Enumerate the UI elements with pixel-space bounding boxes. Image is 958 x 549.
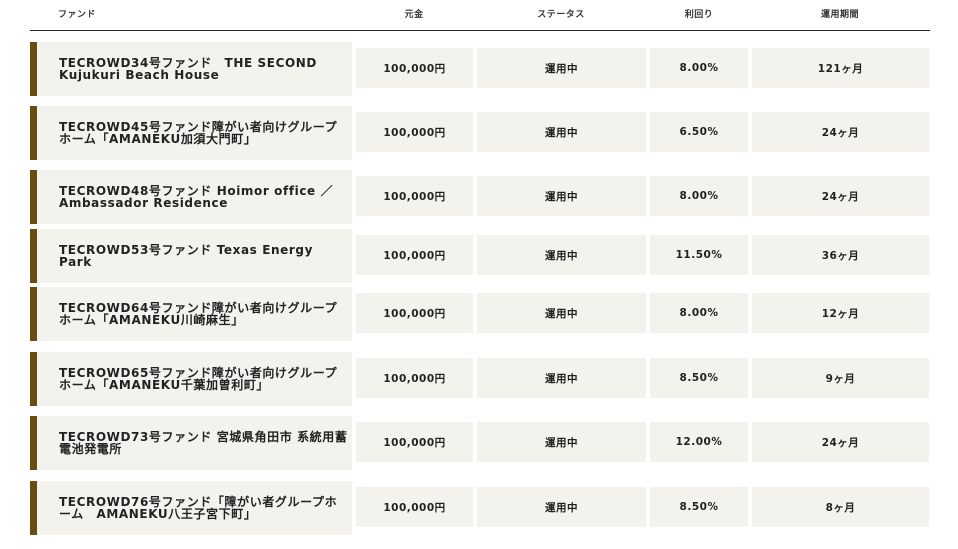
yield-cell: 6.50% [650, 112, 748, 152]
yield-cell: 8.00% [650, 176, 748, 216]
header-fund: ファンド [58, 10, 97, 20]
principal-cell: 100,000円 [356, 487, 473, 527]
yield-cell: 12.00% [650, 422, 748, 462]
principal-cell: 100,000円 [356, 422, 473, 462]
fund-name[interactable]: TECROWD64号ファンド障がい者向けグループ ホーム「AMANEKU川崎麻生… [59, 300, 338, 327]
yield-cell: 8.50% [650, 358, 748, 398]
period-cell: 12ヶ月 [752, 293, 929, 333]
period-cell: 8ヶ月 [752, 487, 929, 527]
status-cell: 運用中 [477, 176, 646, 216]
status-cell: 運用中 [477, 235, 646, 275]
fund-name[interactable]: TECROWD73号ファンド 宮城県角田市 系統用蓄 電池発電所 [59, 429, 348, 456]
fund-name[interactable]: TECROWD76号ファンド「障がい者グループホ ーム AMANEKU八王子宮下… [59, 494, 338, 521]
header-status: ステータス [537, 10, 585, 20]
status-cell: 運用中 [477, 487, 646, 527]
fund-name[interactable]: TECROWD34号ファンド THE SECOND Kujukuri Beach… [59, 55, 317, 82]
period-cell: 121ヶ月 [752, 48, 929, 88]
header-period: 運用期間 [820, 10, 860, 20]
status-cell: 運用中 [477, 48, 646, 88]
status-cell: 運用中 [477, 422, 646, 462]
fund-name-cell[interactable]: TECROWD65号ファンド障がい者向けグループ ホーム「AMANEKU千葉加曽… [30, 352, 352, 406]
header-yield: 利回り [684, 10, 714, 20]
yield-cell: 8.50% [650, 487, 748, 527]
header-principal: 元金 [404, 10, 424, 20]
fund-name-cell[interactable]: TECROWD48号ファンド Hoimor office ／ Ambassado… [30, 170, 352, 224]
fund-name-cell[interactable]: TECROWD53号ファンド Texas Energy Park [30, 229, 352, 283]
status-cell: 運用中 [477, 358, 646, 398]
fund-name[interactable]: TECROWD53号ファンド Texas Energy Park [59, 242, 314, 269]
status-cell: 運用中 [477, 293, 646, 333]
fund-name-cell[interactable]: TECROWD45号ファンド障がい者向けグループ ホーム「AMANEKU加須大門… [30, 106, 352, 160]
status-cell: 運用中 [477, 112, 646, 152]
fund-name-cell[interactable]: TECROWD76号ファンド「障がい者グループホ ーム AMANEKU八王子宮下… [30, 481, 352, 535]
fund-name[interactable]: TECROWD65号ファンド障がい者向けグループ ホーム「AMANEKU千葉加曽… [59, 365, 338, 392]
fund-name[interactable]: TECROWD45号ファンド障がい者向けグループ ホーム「AMANEKU加須大門… [59, 119, 338, 146]
period-cell: 24ヶ月 [752, 422, 929, 462]
fund-name-cell[interactable]: TECROWD73号ファンド 宮城県角田市 系統用蓄 電池発電所 [30, 416, 352, 470]
period-cell: 36ヶ月 [752, 235, 929, 275]
principal-cell: 100,000円 [356, 293, 473, 333]
table-header: ファンド 元金 ステータス 利回り 運用期間 [30, 0, 930, 31]
period-cell: 24ヶ月 [752, 112, 929, 152]
yield-cell: 8.00% [650, 48, 748, 88]
principal-cell: 100,000円 [356, 358, 473, 398]
principal-cell: 100,000円 [356, 235, 473, 275]
principal-cell: 100,000円 [356, 176, 473, 216]
fund-name-cell[interactable]: TECROWD34号ファンド THE SECOND Kujukuri Beach… [30, 42, 352, 96]
principal-cell: 100,000円 [356, 112, 473, 152]
yield-cell: 8.00% [650, 293, 748, 333]
yield-cell: 11.50% [650, 235, 748, 275]
principal-cell: 100,000円 [356, 48, 473, 88]
fund-name-cell[interactable]: TECROWD64号ファンド障がい者向けグループ ホーム「AMANEKU川崎麻生… [30, 287, 352, 341]
period-cell: 24ヶ月 [752, 176, 929, 216]
fund-name[interactable]: TECROWD48号ファンド Hoimor office ／ Ambassado… [59, 183, 334, 210]
period-cell: 9ヶ月 [752, 358, 929, 398]
